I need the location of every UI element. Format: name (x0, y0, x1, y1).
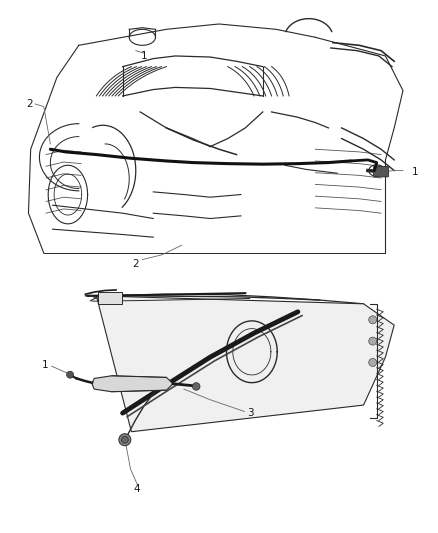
Text: 2: 2 (26, 99, 33, 109)
Polygon shape (96, 296, 394, 432)
Text: 3: 3 (247, 408, 254, 418)
Circle shape (67, 371, 74, 378)
Text: 1: 1 (42, 360, 49, 370)
Text: 2: 2 (132, 259, 139, 269)
Circle shape (369, 358, 377, 367)
Text: 1: 1 (141, 51, 148, 61)
Circle shape (369, 337, 377, 345)
FancyBboxPatch shape (98, 292, 122, 304)
Circle shape (121, 436, 128, 443)
Text: 1: 1 (412, 167, 419, 176)
Text: 4: 4 (133, 484, 140, 494)
FancyBboxPatch shape (374, 166, 389, 177)
Circle shape (192, 383, 200, 390)
Circle shape (119, 434, 131, 446)
Polygon shape (92, 376, 173, 392)
Circle shape (369, 316, 377, 324)
